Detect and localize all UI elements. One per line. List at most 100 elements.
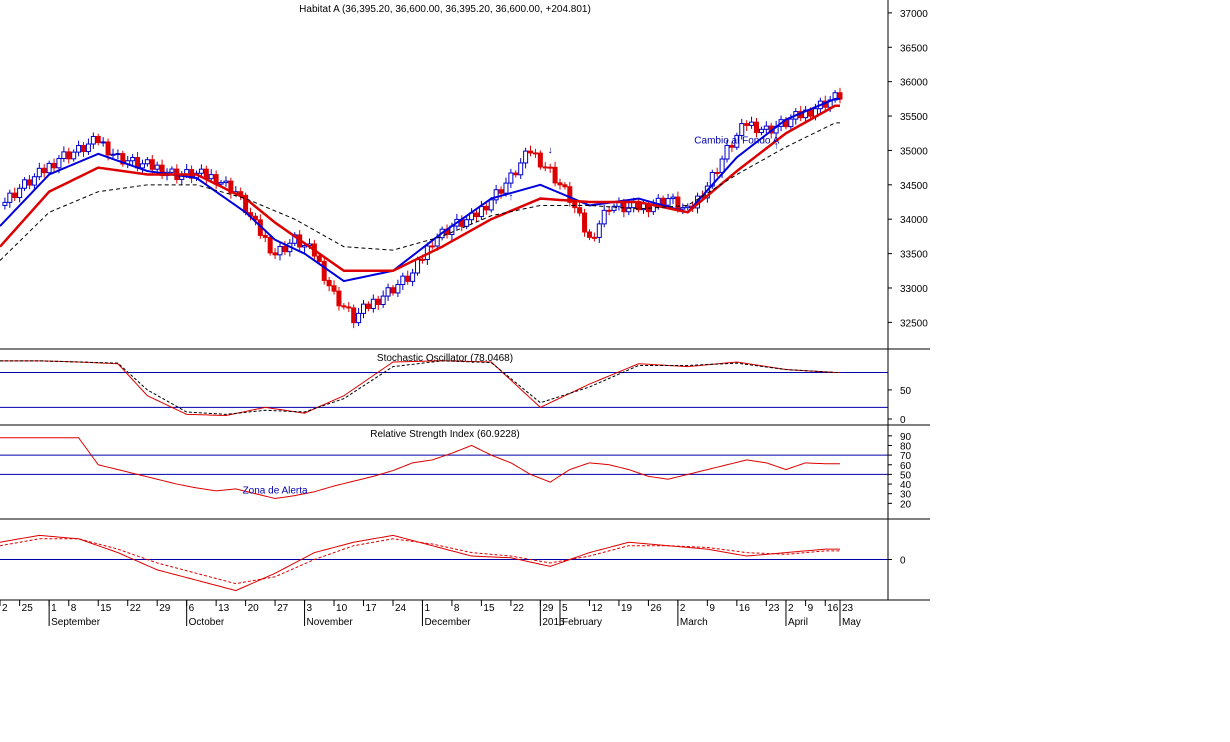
candle-down — [252, 215, 258, 221]
candle-down — [326, 279, 332, 287]
candle-up — [832, 92, 838, 101]
candle-down — [282, 245, 288, 253]
candle-up — [611, 205, 617, 211]
x-tick-label: 17 — [366, 603, 378, 614]
candle-down — [66, 151, 72, 160]
y-tick-label: 35500 — [900, 112, 928, 123]
month-label: November — [307, 617, 354, 628]
x-tick-label: 9 — [808, 603, 814, 614]
candle-down — [267, 236, 273, 254]
candle-down — [120, 153, 126, 165]
candle-down — [532, 152, 538, 155]
candle-up — [61, 151, 67, 160]
x-tick-label: 15 — [483, 603, 495, 614]
x-tick-label: 16 — [739, 603, 751, 614]
candle-down — [729, 144, 735, 148]
y-tick-label: 36500 — [900, 43, 928, 54]
y-tick-label: 50 — [900, 470, 912, 481]
candle-up — [478, 205, 484, 218]
x-tick-label: 27 — [277, 603, 289, 614]
candle-up — [208, 174, 214, 180]
x-tick-label: 26 — [650, 603, 662, 614]
candle-down — [346, 306, 352, 309]
candle-up — [154, 164, 160, 170]
x-tick-label: 1 — [424, 603, 430, 614]
candle-up — [739, 123, 745, 136]
y-tick-label: 33500 — [900, 250, 928, 261]
series-%K — [0, 360, 840, 417]
candle-up — [763, 125, 769, 130]
candle-up — [223, 180, 229, 184]
candle-up — [749, 121, 755, 126]
x-tick-label: 12 — [591, 603, 603, 614]
candle-up — [71, 151, 77, 160]
candle-up — [626, 207, 632, 213]
candle-up — [400, 275, 406, 286]
y-tick-label: 60 — [900, 461, 912, 472]
y-tick-label: 30 — [900, 490, 912, 501]
candle-down — [375, 298, 381, 305]
candle-down — [321, 260, 327, 281]
candle-down — [557, 182, 563, 186]
panel-title: Stochastic Oscillator (78.0468) — [377, 353, 513, 364]
candle-down — [149, 159, 155, 170]
candle-down — [606, 209, 612, 212]
candle-up — [601, 209, 607, 225]
candle-up — [302, 244, 308, 248]
candle-up — [46, 162, 52, 174]
candle-down — [714, 172, 720, 175]
x-tick-label: 29 — [542, 603, 554, 614]
x-tick-label: 15 — [100, 603, 112, 614]
x-tick-label: 9 — [709, 603, 715, 614]
y-tick-label: 90 — [900, 432, 912, 443]
candle-down — [272, 252, 278, 256]
month-label: 2015 — [542, 617, 565, 628]
y-tick-label: 34500 — [900, 181, 928, 192]
candle-up — [803, 109, 809, 119]
candle-up — [110, 153, 116, 156]
candle-down — [567, 186, 573, 203]
candle-up — [115, 153, 121, 156]
candle-down — [552, 166, 558, 184]
x-tick-label: 19 — [621, 603, 633, 614]
series-oscillator — [0, 534, 840, 592]
candle-up — [361, 303, 367, 314]
candle-up — [508, 172, 514, 184]
candle-up — [665, 198, 671, 206]
arrow-up-icon: ↑ — [774, 140, 779, 151]
y-tick-label: 37000 — [900, 9, 928, 20]
x-tick-label: 1 — [51, 603, 57, 614]
candle-up — [410, 272, 416, 282]
candle-down — [808, 109, 814, 117]
candle-down — [351, 307, 357, 324]
x-tick-label: 10 — [336, 603, 348, 614]
candle-down — [405, 275, 411, 282]
y-tick-label: 50 — [900, 386, 912, 397]
candle-up — [670, 196, 676, 200]
candle-down — [228, 180, 234, 194]
candle-up — [503, 182, 509, 194]
x-tick-label: 8 — [454, 603, 460, 614]
candle-down — [547, 166, 553, 169]
candle-down — [336, 290, 342, 307]
candle-down — [341, 305, 347, 308]
candle-down — [498, 189, 504, 194]
candle-down — [429, 245, 435, 248]
candle-down — [675, 196, 681, 210]
candle-up — [680, 207, 686, 210]
candle-up — [36, 167, 42, 178]
rsi-annotation: Zona de Alerta — [243, 486, 308, 497]
candle-up — [100, 141, 106, 144]
x-tick-label: 13 — [218, 603, 230, 614]
candle-up — [90, 136, 96, 145]
candle-down — [316, 255, 322, 262]
month-label: December — [424, 617, 471, 628]
month-label: September — [51, 617, 101, 628]
price-annotation: Cambio al Fondo A — [694, 136, 779, 147]
month-label: April — [788, 617, 808, 628]
candle-down — [577, 207, 583, 214]
candle-down — [105, 141, 111, 156]
candle-down — [12, 192, 18, 199]
overlay-ma_fast — [0, 97, 840, 283]
candle-up — [2, 201, 8, 206]
